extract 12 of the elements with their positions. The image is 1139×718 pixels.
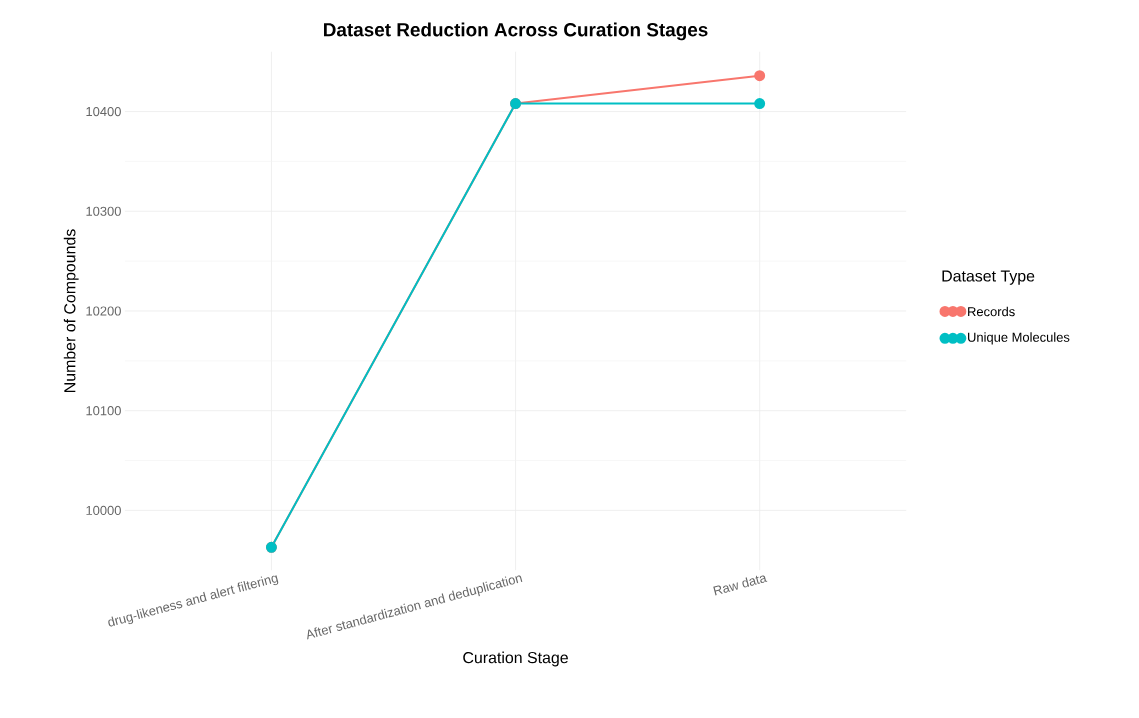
y-tick-label: 10000: [86, 506, 121, 516]
y-tick-label: 10100: [86, 406, 121, 416]
chart-title: Dataset Reduction Across Curation Stages: [324, 22, 708, 41]
y-tick-label: 10200: [86, 306, 121, 316]
y-axis-title: Number of Compounds: [63, 229, 79, 393]
legend-label: Unique Molecules: [968, 332, 1070, 345]
x-tick-label: Raw data: [713, 575, 768, 596]
legend-label: Records: [968, 306, 1015, 317]
y-tick-label: 10300: [86, 206, 121, 217]
y-tick-label: 10400: [86, 107, 121, 117]
x-axis-title: Curation Stage: [463, 651, 568, 667]
legend-title: Dataset Type: [942, 270, 1035, 286]
